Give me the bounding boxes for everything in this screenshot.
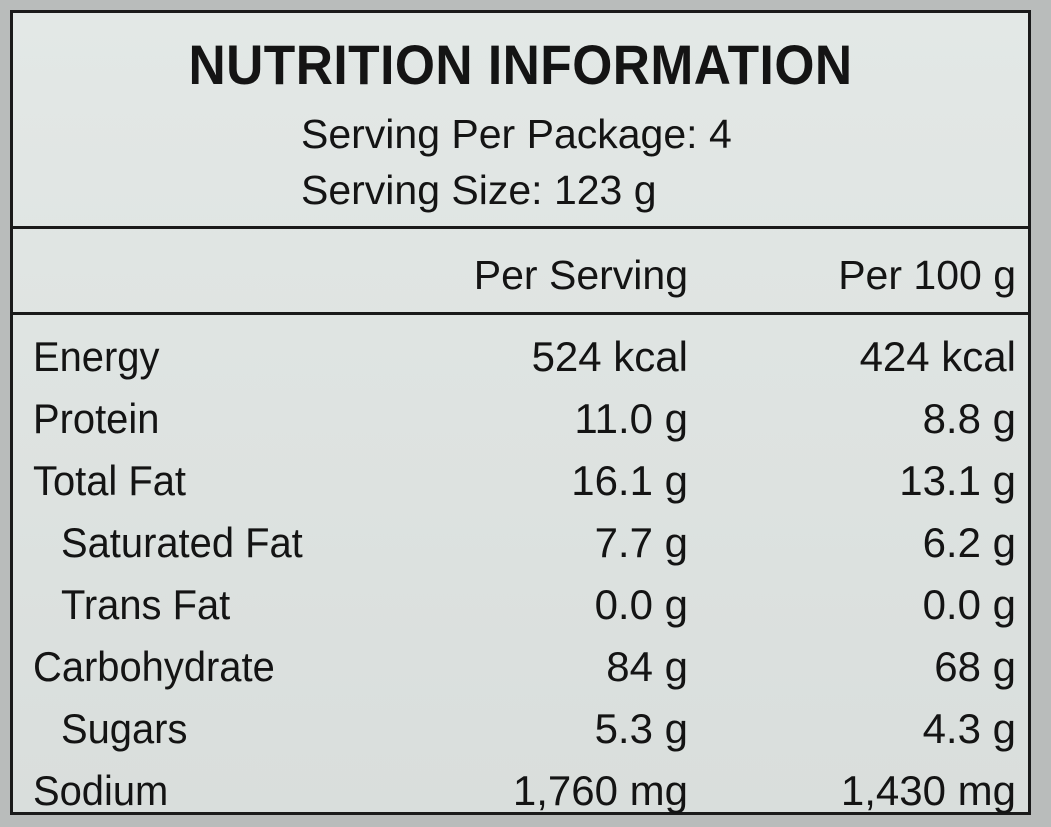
value-per-100g: 4.3 g [922,705,1016,752]
nutrient-name: Trans Fat [61,581,231,628]
nutrient-name: Protein [33,395,160,442]
value-per-serving: 1,760 mg [512,767,688,814]
value-per-100g: 6.2 g [922,519,1016,566]
nutrient-name: Energy [33,333,160,380]
nutrient-name: Carbohydrate [33,643,275,690]
nutrient-name: Saturated Fat [61,519,303,566]
value-per-serving: 16.1 g [571,457,688,504]
value-per-100g: 1,430 mg [840,767,1016,814]
nutrient-row-carbohydrate: Carbohydrate 84 g 68 g [13,635,1028,697]
column-header-per-serving: Per Serving [473,252,688,298]
nutrient-name: Sodium [33,767,169,814]
nutrient-row-energy: Energy 524 kcal 424 kcal [13,325,1028,387]
nutrient-row-protein: Protein 11.0 g 8.8 g [13,387,1028,449]
nutrition-label: NUTRITION INFORMATION Serving Per Packag… [10,10,1031,815]
label-title: NUTRITION INFORMATION [188,33,853,96]
nutrient-name: Total Fat [33,457,187,504]
nutrient-name: Sugars [61,705,188,752]
value-per-100g: 0.0 g [922,581,1016,628]
nutrient-row-total-fat: Total Fat 16.1 g 13.1 g [13,449,1028,511]
value-per-100g: 424 kcal [859,333,1016,380]
nutrient-row-sugars: Sugars 5.3 g 4.3 g [13,697,1028,759]
label-header: NUTRITION INFORMATION Serving Per Packag… [13,13,1028,229]
value-per-100g: 8.8 g [922,395,1016,442]
column-header-per-100g: Per 100 g [838,252,1016,298]
value-per-serving: 11.0 g [574,395,688,442]
nutrient-row-saturated-fat: Saturated Fat 7.7 g 6.2 g [13,511,1028,573]
value-per-100g: 68 g [934,643,1016,690]
nutrient-row-trans-fat: Trans Fat 0.0 g 0.0 g [13,573,1028,635]
value-per-serving: 524 kcal [531,333,688,380]
serving-size: Serving Size: 123 g [301,167,657,213]
servings-per-package: Serving Per Package: 4 [301,111,732,157]
value-per-serving: 5.3 g [594,705,688,752]
column-header-row: Per Serving Per 100 g [13,229,1028,315]
value-per-100g: 13.1 g [899,457,1016,504]
nutrient-row-sodium: Sodium 1,760 mg 1,430 mg [13,759,1028,821]
value-per-serving: 84 g [606,643,688,690]
value-per-serving: 0.0 g [594,581,688,628]
value-per-serving: 7.7 g [594,519,688,566]
